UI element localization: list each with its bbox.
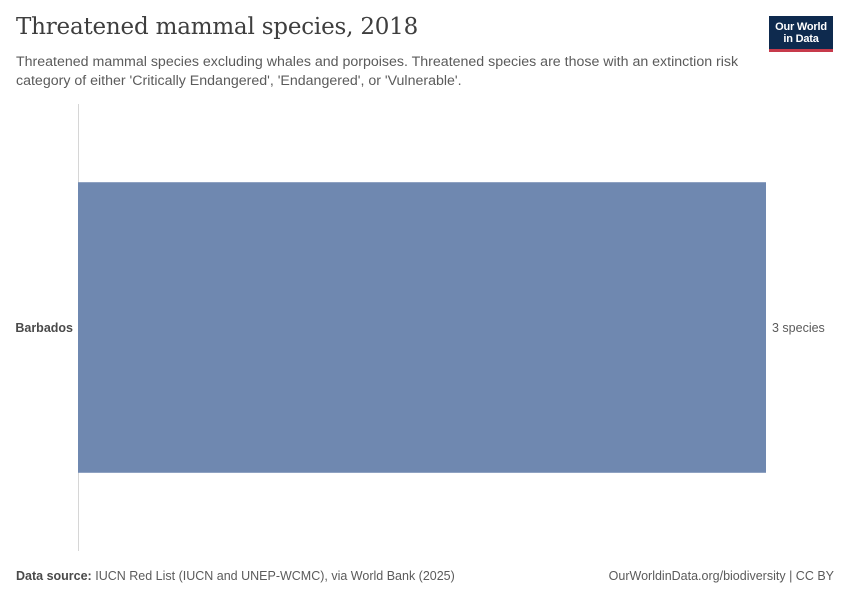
chart-title: Threatened mammal species, 2018 [16, 14, 419, 40]
bars-group: Barbados 3 species [15, 182, 825, 473]
data-source-label: Data source: [16, 569, 92, 583]
chart-subtitle: Threatened mammal species excluding whal… [16, 54, 739, 89]
owid-logo[interactable]: Our World in Data [769, 16, 833, 52]
logo-line-2: in Data [783, 33, 819, 45]
data-source-text[interactable]: IUCN Red List (IUCN and UNEP-WCMC), via … [95, 569, 455, 583]
category-label: Barbados [15, 321, 73, 335]
value-label: 3 species [772, 321, 825, 335]
bar-barbados[interactable] [78, 182, 766, 473]
logo-line-1: Our World [775, 21, 827, 33]
data-source: Data source: IUCN Red List (IUCN and UNE… [16, 569, 455, 583]
url-license[interactable]: OurWorldinData.org/biodiversity | CC BY [608, 569, 834, 583]
